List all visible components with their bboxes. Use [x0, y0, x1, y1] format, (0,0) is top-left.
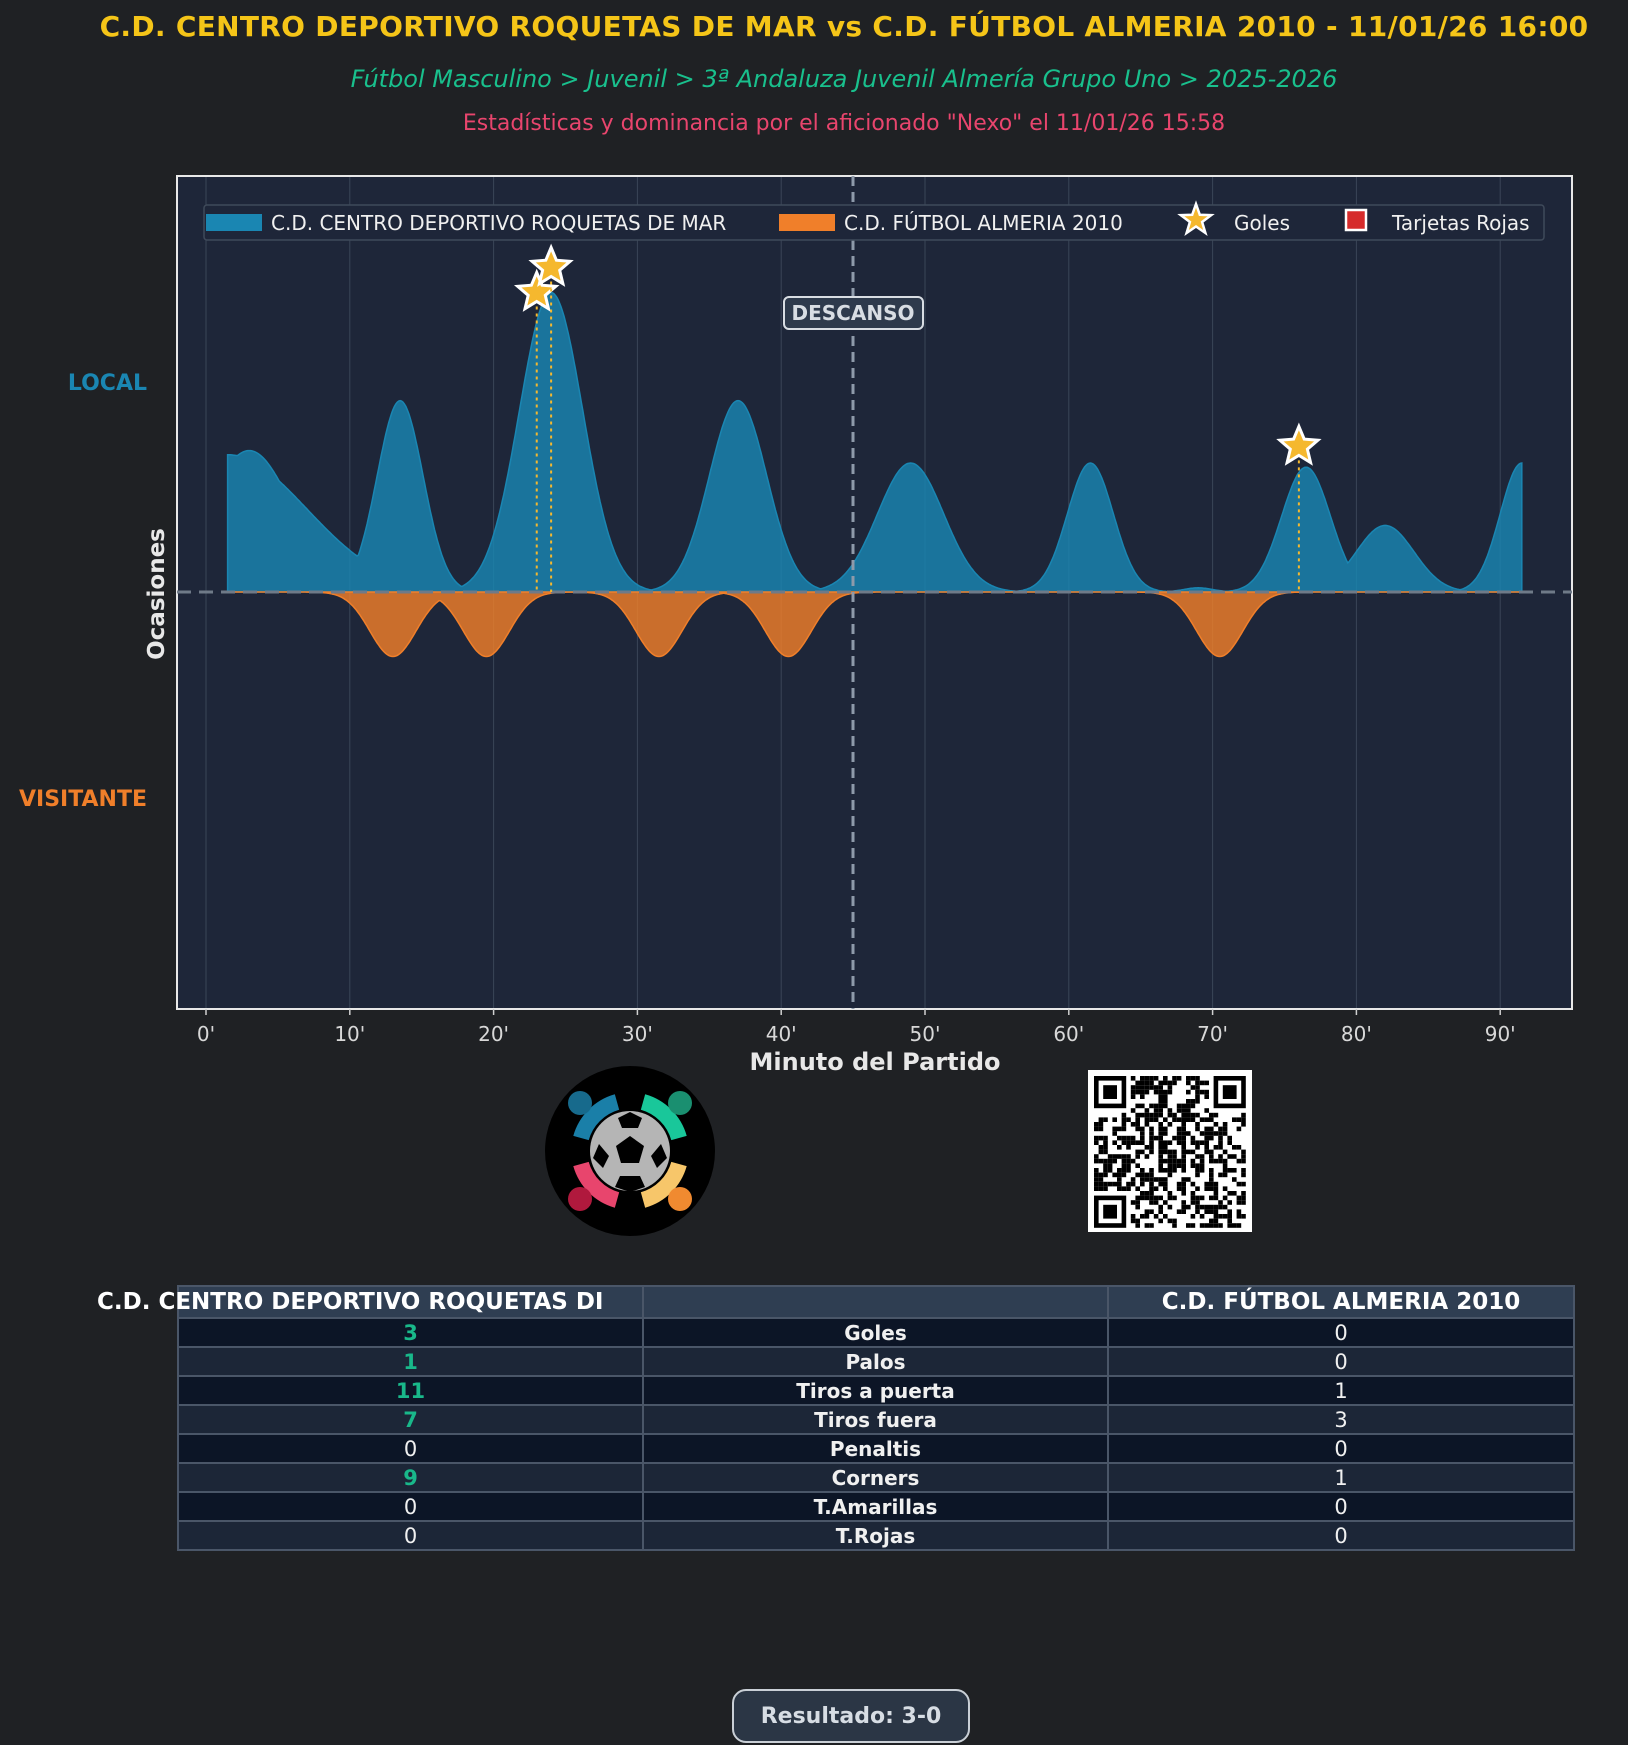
stats-home-value: 1 [177, 1346, 644, 1377]
author-byline: Estadísticas y dominancia por el aficion… [462, 111, 1226, 136]
x-tick-label: 60' [1053, 1022, 1084, 1046]
dominance-chart: DESCANSO 0' 10' 20' 30' 40' 50' 60' 70' 80' 90' O… [19, 175, 1573, 1076]
x-tick-label: 80' [1341, 1022, 1372, 1046]
goal-star-marker [1276, 422, 1322, 466]
competition-breadcrumb: Fútbol Masculino > Juvenil > 3ª Andaluza… [350, 65, 1338, 93]
y-axis-label: Ocasiones [144, 528, 170, 660]
stats-metric-label: T.Rojas [642, 1520, 1109, 1551]
stats-away-value: 1 [1107, 1375, 1575, 1406]
stats-home-value: 0 [177, 1491, 644, 1522]
metric-header [642, 1285, 1109, 1319]
x-axis-label: Minuto del Partido [750, 1048, 1001, 1076]
stats-row: 7 Tiros fuera 3 [177, 1404, 1575, 1435]
x-tick-label: 20' [478, 1022, 509, 1046]
legend-swatch-home [206, 214, 262, 231]
stats-row: 3 Goles 0 [177, 1317, 1575, 1348]
stats-away-value: 0 [1107, 1491, 1575, 1522]
stats-table: C.D. CENTRO DEPORTIVO ROQUETAS DI C.D. F… [97, 1285, 1575, 1551]
stats-home-value: 0 [177, 1520, 644, 1551]
stats-away-value: 1 [1107, 1462, 1575, 1493]
goal-star-icon [1177, 200, 1215, 237]
stats-metric-label: Tiros a puerta [642, 1375, 1109, 1406]
stats-away-value: 0 [1107, 1346, 1575, 1377]
qr-code-icon[interactable] [1088, 1070, 1252, 1232]
x-tick-label: 40' [766, 1022, 797, 1046]
stats-row: 0 T.Amarillas 0 [177, 1491, 1575, 1522]
stats-metric-label: Penaltis [642, 1433, 1109, 1464]
x-tick-label: 30' [622, 1022, 653, 1046]
away-team-header: C.D. FÚTBOL ALMERIA 2010 [1107, 1285, 1575, 1319]
halftime-label-text: DESCANSO [792, 301, 915, 325]
goal-star-marker [513, 268, 560, 312]
stats-away-value: 3 [1107, 1404, 1575, 1435]
stats-metric-label: Tiros fuera [642, 1404, 1109, 1435]
stats-home-value: 7 [177, 1404, 644, 1435]
stats-away-value: 0 [1107, 1433, 1575, 1464]
legend-label-red-cards: Tarjetas Rojas [1391, 211, 1530, 235]
legend-label-away: C.D. FÚTBOL ALMERIA 2010 [844, 211, 1123, 235]
home-team-header: C.D. CENTRO DEPORTIVO ROQUETAS DI [97, 1285, 644, 1319]
legend-swatch-away [779, 214, 835, 231]
x-tick-label: 10' [334, 1022, 365, 1046]
stats-row: 11 Tiros a puerta 1 [177, 1375, 1575, 1406]
stats-metric-label: T.Amarillas [642, 1491, 1109, 1522]
x-tick-label: 70' [1197, 1022, 1228, 1046]
stats-home-value: 9 [177, 1462, 644, 1493]
stats-metric-label: Corners [642, 1462, 1109, 1493]
x-tick-label: 50' [910, 1022, 941, 1046]
side-label-visitante: VISITANTE [19, 787, 147, 812]
match-title: C.D. CENTRO DEPORTIVO ROQUETAS DE MAR vs… [99, 10, 1589, 43]
result-badge: Resultado: 3-0 [732, 1689, 970, 1743]
stats-away-value: 0 [1107, 1317, 1575, 1348]
stats-home-value: 3 [177, 1317, 644, 1348]
x-tick-label: 0' [197, 1022, 215, 1046]
side-label-local: LOCAL [68, 371, 147, 396]
stats-row: 0 T.Rojas 0 [177, 1520, 1575, 1551]
football-community-logo-icon [545, 1066, 715, 1236]
x-tick-label: 90' [1485, 1022, 1516, 1046]
halftime-label: DESCANSO [783, 296, 924, 330]
stats-away-value: 0 [1107, 1520, 1575, 1551]
stats-home-value: 11 [177, 1375, 644, 1406]
stats-row: 9 Corners 1 [177, 1462, 1575, 1493]
stats-metric-label: Palos [642, 1346, 1109, 1377]
stats-row: 0 Penaltis 0 [177, 1433, 1575, 1464]
red-card-square-icon [1344, 208, 1368, 232]
goal-star-marker [528, 243, 574, 287]
stats-header-row: C.D. CENTRO DEPORTIVO ROQUETAS DI C.D. F… [97, 1285, 1575, 1319]
stats-home-value: 0 [177, 1433, 644, 1464]
stats-row: 1 Palos 0 [177, 1346, 1575, 1377]
chart-legend: C.D. CENTRO DEPORTIVO ROQUETAS DE MAR C.… [203, 200, 1545, 241]
stats-metric-label: Goles [642, 1317, 1109, 1348]
legend-label-goals: Goles [1234, 211, 1290, 235]
legend-label-home: C.D. CENTRO DEPORTIVO ROQUETAS DE MAR [271, 211, 726, 235]
